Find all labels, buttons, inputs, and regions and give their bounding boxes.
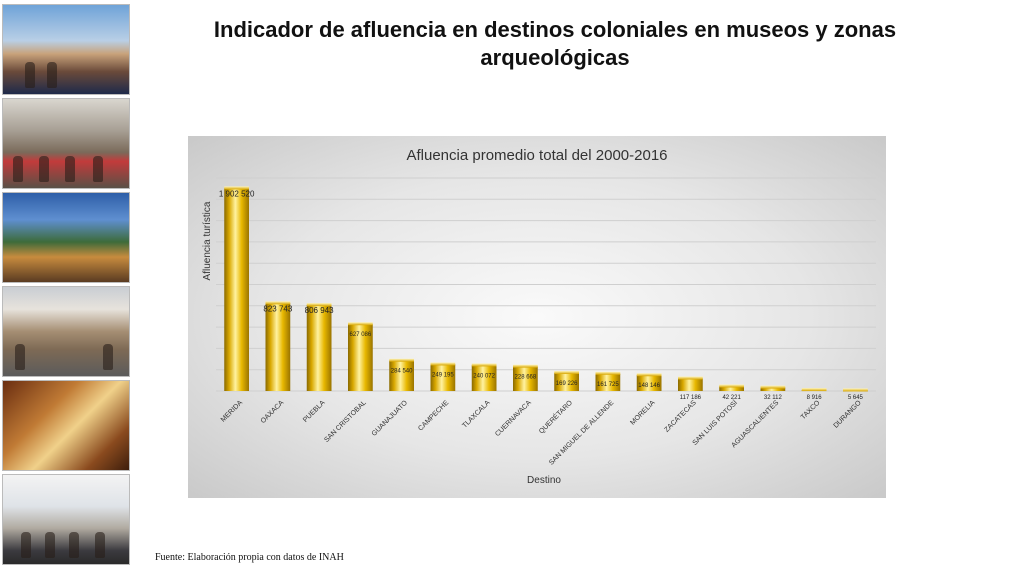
bar [389,360,414,391]
person-figure [45,532,55,558]
value-label: 161 725 [597,382,619,388]
bar-top [760,385,786,389]
person-figure [15,344,25,370]
value-label: 8 916 [807,395,823,401]
value-label: 249 195 [432,372,454,378]
bar-top [678,376,703,380]
category-label: PUEBLA [302,399,327,424]
bar [636,375,662,391]
bar-top [636,373,662,377]
x-axis-label: Destino [527,475,561,486]
photo-museum-visitors [2,474,130,565]
photo-pool-couple [2,4,130,95]
value-label: 806 943 [305,306,334,315]
value-label: 42 221 [722,395,741,401]
category-label: CUERNAVACA [494,399,533,438]
bar [348,324,373,391]
photo-terrace-view [2,192,130,283]
value-label: 284 540 [391,369,413,375]
bar-top [554,370,579,374]
value-label: 240 072 [473,373,495,379]
y-axis-label: Afluencia turística [202,201,213,280]
bar-top [265,301,291,305]
category-label: AGUASCALIENTES [730,399,780,449]
person-figure [95,532,105,558]
value-label: 148 146 [638,383,660,389]
category-label: MERIDA [220,399,244,423]
value-label: 5 645 [848,395,864,401]
bar [224,188,249,391]
category-label: SAN LUIS POTOSÍ [690,398,739,447]
bar [678,378,703,391]
bar-top [389,358,414,362]
bar [471,365,497,391]
slide-title: Indicador de afluencia en destinos colon… [213,17,897,70]
person-figure [93,156,103,182]
person-figure [47,62,57,88]
photo-street-crowd [2,98,130,189]
bar-top [348,322,373,326]
value-labels: 1 902 520 823 743 806 943 627 086 284 540 249… [219,189,864,401]
bar-top [801,388,827,392]
category-label: CAMPECHE [417,399,450,432]
photo-church-plaza [2,286,130,377]
bar-chart: Afluencia promedio total del 2000-2016 1… [202,147,876,486]
category-label: DURANGO [833,399,864,430]
bar-top [719,384,744,388]
chart-area: Afluencia promedio total del 2000-2016 1… [188,136,886,498]
photo-strip [2,4,130,574]
person-figure [69,532,79,558]
bar-top [843,388,868,392]
person-figure [21,532,31,558]
category-label: ZACATECAS [663,399,698,434]
value-label: 169 226 [556,381,578,387]
bar-top [430,362,456,366]
value-label: 627 086 [350,332,372,338]
bar [306,305,332,391]
value-label: 823 743 [263,304,292,313]
bar [719,386,744,391]
category-label: TAXCO [800,399,822,421]
category-label: MORELIA [629,399,656,426]
value-label: 32 112 [764,395,783,401]
source-note: Fuente: Elaboración propia con datos de … [155,552,344,563]
person-figure [103,344,113,370]
bars [224,186,868,392]
person-figure [65,156,75,182]
bar [513,366,538,391]
bar-top [595,371,621,375]
bar [760,387,786,391]
bar-top [513,364,538,368]
value-label: 117 186 [680,395,702,401]
person-figure [39,156,49,182]
category-label: GUANAJUATO [371,399,410,438]
bar [554,372,579,391]
value-label: 228 668 [515,375,537,381]
chart-title: Afluencia promedio total del 2000-2016 [406,147,667,164]
bar [595,373,621,391]
category-label: SAN CRISTOBAL [323,399,368,444]
bar-top [224,186,249,190]
bar [430,364,456,391]
category-label: QUERÉTARO [537,398,575,436]
value-label: 1 902 520 [219,189,255,198]
bar [265,303,291,391]
person-figure [25,62,35,88]
bar-top [306,303,332,307]
bar-top [471,363,497,367]
person-figure [13,156,23,182]
category-label: TLAXCALA [461,399,491,429]
category-label: OAXACA [260,399,286,425]
photo-hotel-room [2,380,130,471]
